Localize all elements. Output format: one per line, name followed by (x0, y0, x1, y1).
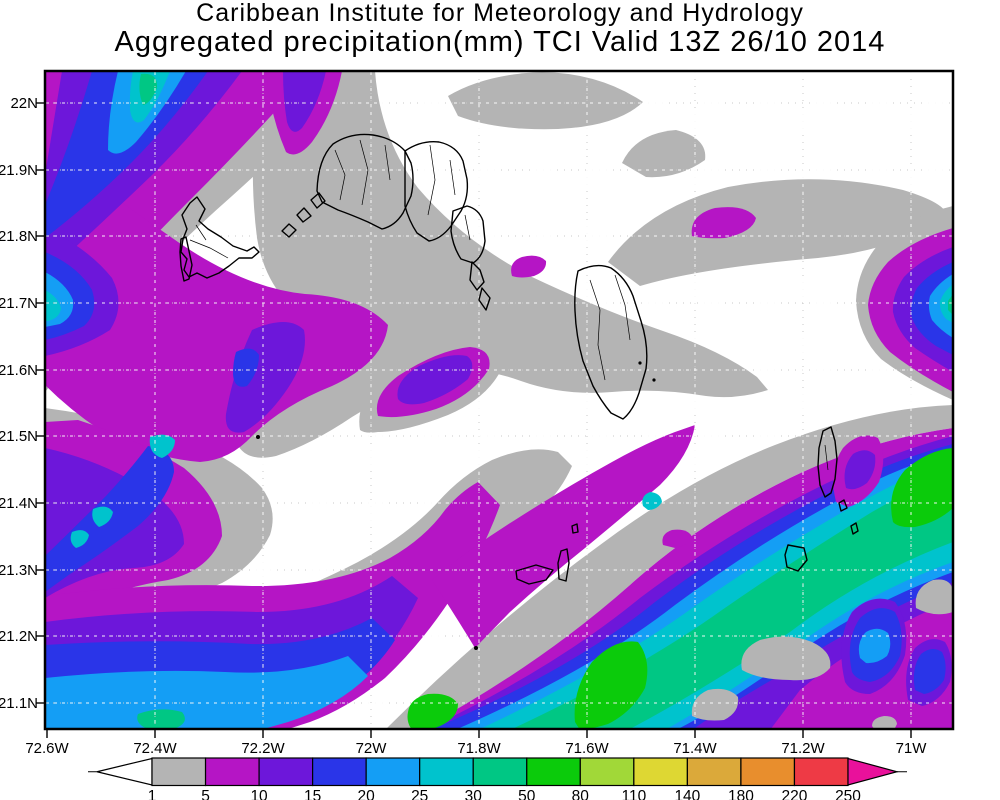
colorbar-segment (258, 757, 314, 787)
lat-tick-label: 21.6N (0, 362, 38, 379)
colorbar-value-label: 50 (518, 788, 536, 800)
lon-tick-label: 71W (896, 740, 928, 757)
colorbar-segment (151, 757, 207, 787)
colorbar-segment (312, 757, 367, 787)
colorbar-over-arrow (847, 757, 900, 786)
middle-caicos-island (404, 141, 469, 242)
colorbar-value-label: 140 (674, 788, 700, 800)
precipitation-field (45, 71, 953, 729)
lat-tick-label: 21.9N (0, 162, 38, 179)
se-band-detail-patches (662, 435, 953, 729)
lon-tick-label: 71.4W (673, 740, 717, 757)
precipitation-colorbar: 1 5 10 15 20 25 30 50 80 110 140 180 220 250 (88, 757, 907, 800)
ambergris-cays (515, 523, 579, 585)
west-caicos-island (179, 236, 193, 282)
lat-tick-label: 21.7N (0, 295, 38, 312)
south-caicos-bank (574, 264, 648, 420)
lat-tick-label: 21.5N (0, 428, 38, 445)
salt-cay-island (784, 544, 808, 572)
longitude-axis: 72.6W 72.4W 72.2W 72W 71.8W 71.6W 71.4W 71.2W 71… (25, 729, 927, 757)
colorbar-value-label: 250 (835, 788, 861, 800)
north-caicos-island (316, 133, 414, 230)
colorbar-value-label: 15 (304, 788, 321, 800)
grand-turk-island (817, 426, 838, 498)
lon-tick-label: 72W (356, 740, 388, 757)
colorbar-segment (579, 757, 635, 787)
colorbar-segment (526, 757, 581, 787)
lat-tick-label: 21.8N (0, 228, 38, 245)
contour-band-teal (137, 73, 953, 729)
colorbar-value-label: 5 (201, 788, 210, 800)
colorbar-segment (204, 757, 260, 787)
colorbar-value-label: 10 (250, 788, 268, 800)
chart-subtitle: Aggregated precipitation(mm) TCI Valid 1… (114, 26, 886, 58)
colorbar-segment (686, 757, 742, 787)
grid-dashes (46, 72, 952, 728)
lon-tick-label: 71.6W (565, 740, 609, 757)
colorbar-value-label: 20 (358, 788, 376, 800)
providenciales-island (180, 196, 260, 279)
lon-tick-label: 71.8W (457, 740, 501, 757)
lon-tick-label: 72.2W (241, 740, 285, 757)
colorbar-value-label: 180 (728, 788, 754, 800)
lat-tick-label: 21.4N (0, 495, 38, 512)
colorbar-segment (740, 757, 796, 787)
colorbar-value-label: 25 (411, 788, 428, 800)
colorbar-segment (633, 757, 688, 787)
colorbar-segment (793, 757, 849, 787)
colorbar-segment (365, 757, 421, 787)
lat-tick-label: 21.2N (0, 628, 38, 645)
map-frame (43, 69, 955, 731)
lon-tick-label: 71.2W (781, 740, 825, 757)
colorbar-value-label: 1 (148, 788, 157, 800)
colorbar-segment (419, 757, 474, 787)
chart-titles: Caribbean Institute for Meteorology and … (0, 0, 1000, 57)
latitude-axis: 22N 21.9N 21.8N 21.7N 21.6N 21.5N 21.4N 21.3N 21… (0, 95, 45, 712)
caicos-cays (281, 192, 326, 238)
lat-tick-label: 21.3N (0, 562, 38, 579)
colorbar-value-label: 110 (621, 788, 646, 800)
colorbar-value-label: 30 (465, 788, 483, 800)
lon-tick-label: 72.4W (133, 740, 177, 757)
lat-tick-label: 21.1N (0, 695, 38, 712)
colorbar-value-label: 80 (572, 788, 590, 800)
colorbar-segment (472, 757, 528, 787)
lat-tick-label: 22N (10, 95, 38, 112)
turks-and-caicos-coastline (179, 133, 859, 650)
east-caicos-island (450, 205, 486, 264)
institute-title: Caribbean Institute for Meteorology and … (196, 0, 804, 27)
colorbar-value-label: 220 (782, 788, 808, 800)
colorbar-under-arrow (96, 757, 153, 786)
lon-tick-label: 72.6W (25, 740, 69, 757)
